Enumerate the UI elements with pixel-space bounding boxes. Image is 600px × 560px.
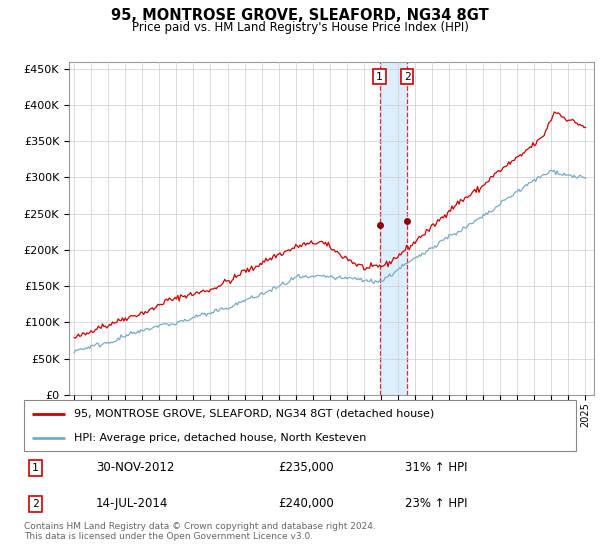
Text: 2: 2 xyxy=(404,72,410,82)
Text: 2: 2 xyxy=(32,499,38,509)
Text: Contains HM Land Registry data © Crown copyright and database right 2024.
This d: Contains HM Land Registry data © Crown c… xyxy=(24,522,376,542)
Text: 23% ↑ HPI: 23% ↑ HPI xyxy=(405,497,467,510)
Text: 95, MONTROSE GROVE, SLEAFORD, NG34 8GT: 95, MONTROSE GROVE, SLEAFORD, NG34 8GT xyxy=(111,8,489,24)
Text: 30-NOV-2012: 30-NOV-2012 xyxy=(96,461,174,474)
Text: HPI: Average price, detached house, North Kesteven: HPI: Average price, detached house, Nort… xyxy=(74,433,366,443)
Text: 1: 1 xyxy=(32,463,38,473)
Text: Price paid vs. HM Land Registry's House Price Index (HPI): Price paid vs. HM Land Registry's House … xyxy=(131,21,469,34)
FancyBboxPatch shape xyxy=(24,400,576,451)
Text: 95, MONTROSE GROVE, SLEAFORD, NG34 8GT (detached house): 95, MONTROSE GROVE, SLEAFORD, NG34 8GT (… xyxy=(74,408,434,418)
Text: £240,000: £240,000 xyxy=(278,497,334,510)
Bar xyxy=(380,62,407,395)
Text: 14-JUL-2014: 14-JUL-2014 xyxy=(96,497,168,510)
Text: £235,000: £235,000 xyxy=(278,461,334,474)
Text: 1: 1 xyxy=(376,72,383,82)
Text: 31% ↑ HPI: 31% ↑ HPI xyxy=(405,461,467,474)
